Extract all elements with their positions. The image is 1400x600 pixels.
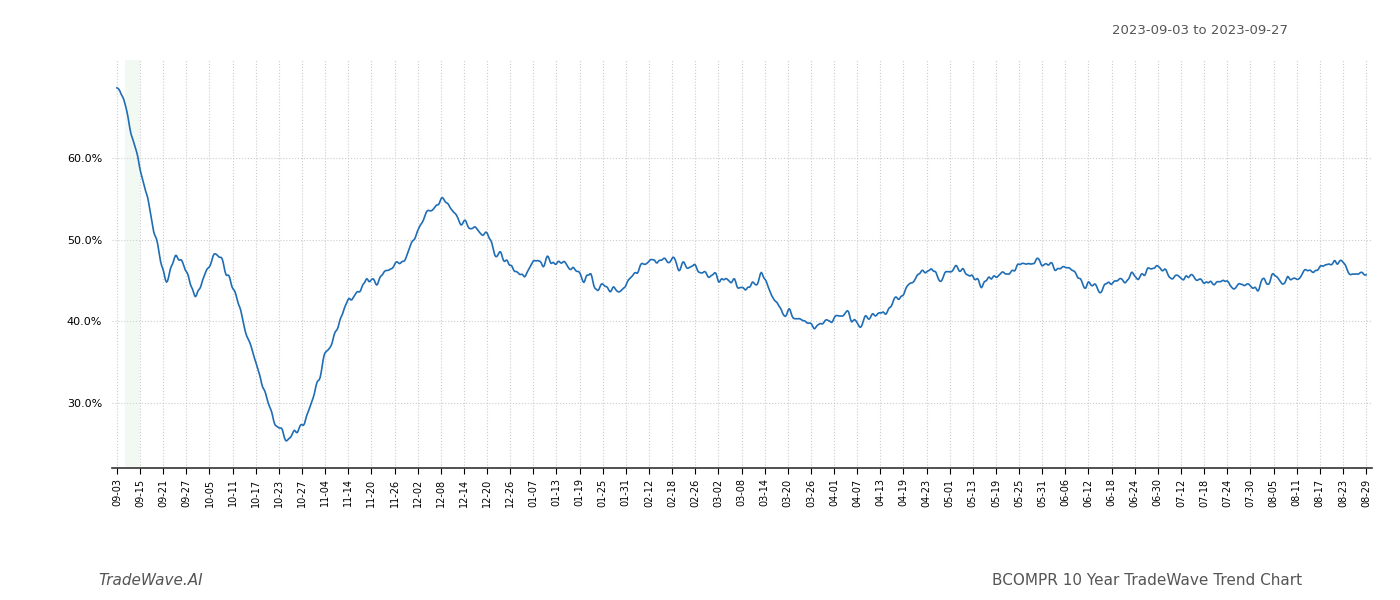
Text: BCOMPR 10 Year TradeWave Trend Chart: BCOMPR 10 Year TradeWave Trend Chart (991, 573, 1302, 588)
Bar (125, 60, 140, 468)
Text: 2023-09-03 to 2023-09-27: 2023-09-03 to 2023-09-27 (1112, 24, 1288, 37)
Text: TradeWave.AI: TradeWave.AI (98, 573, 203, 588)
